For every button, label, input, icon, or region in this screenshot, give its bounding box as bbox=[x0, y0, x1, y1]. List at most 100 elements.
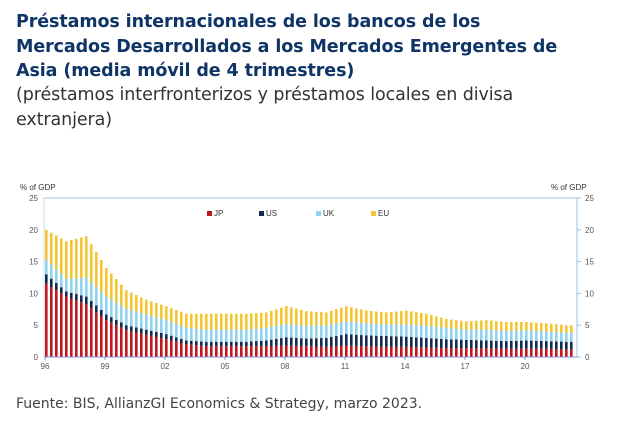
bar-segment-jp bbox=[70, 298, 73, 357]
bar-segment-eu bbox=[555, 324, 558, 333]
bar-segment-uk bbox=[55, 269, 58, 283]
bar-segment-eu bbox=[530, 322, 533, 331]
bar-segment-eu bbox=[335, 309, 338, 324]
bar-segment-us bbox=[260, 340, 263, 347]
bar-segment-eu bbox=[45, 229, 48, 260]
bar-segment-uk bbox=[305, 325, 308, 339]
bar-segment-us bbox=[320, 338, 323, 347]
bar-segment-us bbox=[405, 336, 408, 347]
bar-segment-eu bbox=[235, 313, 238, 330]
bar-segment-jp bbox=[440, 347, 443, 357]
bar-segment-us bbox=[165, 334, 168, 340]
bar-segment-uk bbox=[560, 332, 563, 342]
bar-segment-jp bbox=[400, 346, 403, 357]
bar-segment-eu bbox=[440, 317, 443, 328]
bar-segment-uk bbox=[105, 296, 108, 315]
bar-segment-eu bbox=[215, 313, 218, 330]
bar-segment-us bbox=[360, 335, 363, 347]
bar-segment-us bbox=[85, 296, 88, 305]
bar-segment-eu bbox=[145, 299, 148, 315]
bar-segment-jp bbox=[45, 283, 48, 357]
bar-segment-eu bbox=[240, 313, 243, 330]
bar-segment-us bbox=[105, 314, 108, 321]
bar-segment-uk bbox=[510, 330, 513, 341]
bar-segment-uk bbox=[570, 332, 573, 342]
bar-segment-uk bbox=[240, 329, 243, 342]
bar-segment-eu bbox=[220, 313, 223, 330]
bar-segment-uk bbox=[480, 329, 483, 341]
y-axis-right-unit: % of GDP bbox=[551, 183, 587, 192]
bar-segment-uk bbox=[260, 328, 263, 341]
bar-segment-jp bbox=[250, 346, 253, 357]
bar-segment-us bbox=[210, 341, 213, 347]
bar-segment-uk bbox=[275, 325, 278, 339]
bar-segment-jp bbox=[340, 345, 343, 357]
bar-segment-uk bbox=[345, 321, 348, 335]
bar-segment-uk bbox=[490, 329, 493, 341]
bar-segment-eu bbox=[265, 312, 268, 328]
bar-segment-uk bbox=[60, 274, 63, 288]
x-tick-label: 20 bbox=[521, 362, 530, 371]
bar-segment-uk bbox=[175, 323, 178, 338]
bar-segment-eu bbox=[130, 292, 133, 311]
title-line-3: Asia (media móvil de 4 trimestres) bbox=[16, 61, 355, 81]
bar-segment-eu bbox=[515, 322, 518, 331]
bar-segment-jp bbox=[150, 335, 153, 357]
bar-segment-uk bbox=[135, 311, 138, 328]
legend-label-us: US bbox=[266, 209, 277, 218]
bar-segment-jp bbox=[175, 341, 178, 357]
bar-segment-jp bbox=[300, 346, 303, 357]
bar-segment-uk bbox=[70, 278, 73, 293]
y-tick-label-right: 10 bbox=[585, 289, 594, 298]
bar-segment-uk bbox=[125, 308, 128, 326]
bar-segment-uk bbox=[75, 278, 78, 295]
bar-segment-jp bbox=[385, 346, 388, 357]
bar-segment-uk bbox=[470, 329, 473, 340]
bar-segment-eu bbox=[210, 313, 213, 330]
bar-segment-us bbox=[470, 339, 473, 349]
bar-segment-us bbox=[480, 340, 483, 349]
bar-segment-us bbox=[135, 327, 138, 333]
bar-segment-jp bbox=[460, 348, 463, 357]
bar-segment-us bbox=[310, 338, 313, 347]
bar-segment-us bbox=[230, 341, 233, 347]
bar-segment-uk bbox=[280, 324, 283, 339]
bar-segment-us bbox=[255, 341, 258, 347]
bar-segment-eu bbox=[190, 313, 193, 329]
bar-segment-us bbox=[500, 340, 503, 349]
bar-segment-uk bbox=[255, 328, 258, 342]
bar-segment-us bbox=[335, 336, 338, 347]
bar-segment-jp bbox=[100, 316, 103, 357]
bar-segment-us bbox=[525, 340, 528, 349]
bar-segment-eu bbox=[290, 307, 293, 325]
bar-segment-uk bbox=[535, 330, 538, 341]
bar-segment-uk bbox=[425, 325, 428, 338]
bar-segment-jp bbox=[350, 345, 353, 357]
bar-segment-jp bbox=[255, 346, 258, 357]
bar-segment-us bbox=[100, 309, 103, 317]
bar-segment-us bbox=[60, 287, 63, 294]
bar-segment-us bbox=[170, 335, 173, 341]
bar-segment-uk bbox=[565, 332, 568, 342]
bar-segment-uk bbox=[475, 329, 478, 341]
bar-segment-jp bbox=[365, 346, 368, 357]
bar-segment-eu bbox=[85, 236, 88, 278]
bar-segment-us bbox=[275, 338, 278, 346]
x-tick-label: 99 bbox=[101, 362, 110, 371]
bar-segment-uk bbox=[400, 324, 403, 337]
bar-segment-uk bbox=[310, 325, 313, 339]
bar-segment-uk bbox=[235, 329, 238, 342]
bar-segment-uk bbox=[295, 324, 298, 338]
chart-title: Préstamos internacionales de los bancos … bbox=[16, 10, 611, 84]
x-tick-label: 11 bbox=[341, 362, 350, 371]
bar-segment-jp bbox=[180, 343, 183, 357]
bar-segment-jp bbox=[530, 348, 533, 357]
bar-segment-eu bbox=[520, 322, 523, 331]
bar-segment-eu bbox=[445, 318, 448, 328]
y-axis-left-unit: % of GDP bbox=[20, 183, 56, 192]
bar-segment-jp bbox=[270, 346, 273, 357]
bar-segment-jp bbox=[425, 347, 428, 357]
bar-segment-uk bbox=[160, 318, 163, 333]
bar-segment-eu bbox=[355, 308, 358, 323]
bar-segment-eu bbox=[545, 323, 548, 332]
